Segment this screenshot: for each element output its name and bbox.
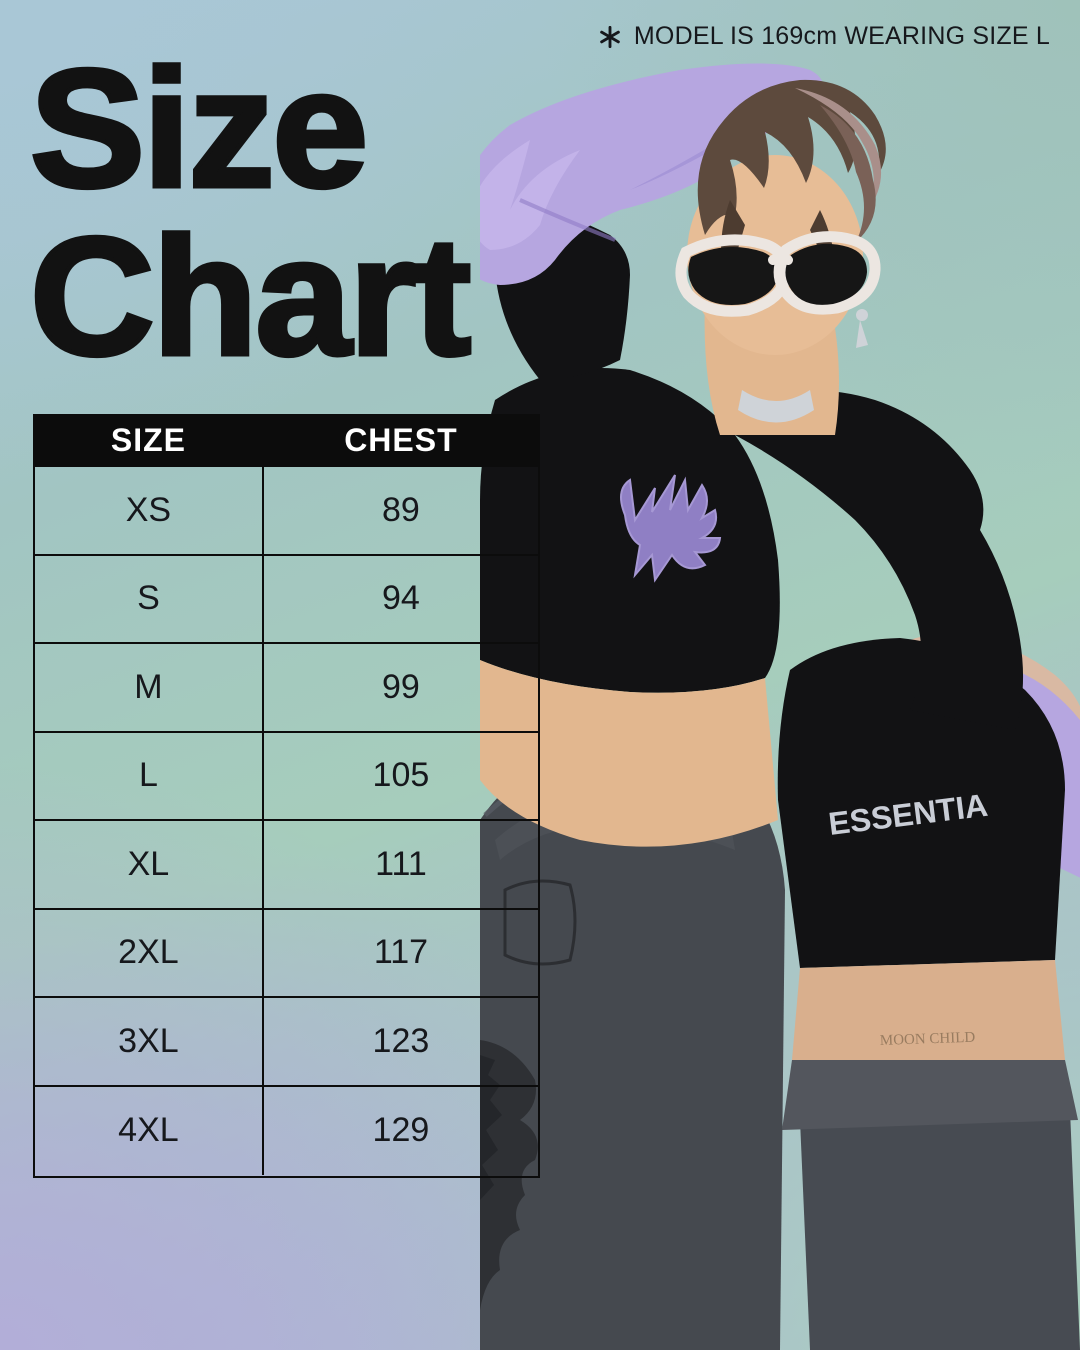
svg-text:MOON CHILD: MOON CHILD — [880, 1030, 976, 1049]
